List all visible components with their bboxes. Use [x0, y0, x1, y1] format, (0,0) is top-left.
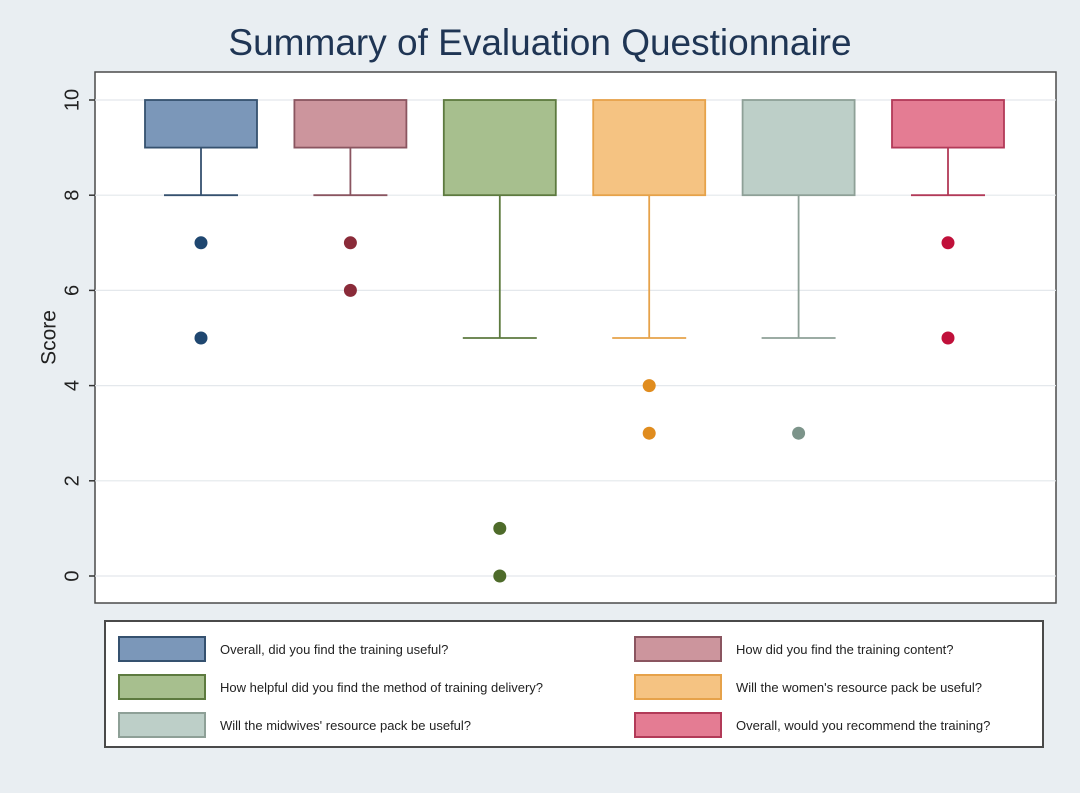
legend-label: How did you find the training content? [736, 641, 954, 657]
legend-label: How helpful did you find the method of t… [220, 679, 544, 695]
legend: Overall, did you find the training usefu… [104, 620, 1044, 748]
outlier-point [642, 379, 656, 393]
outlier-point [941, 236, 955, 250]
legend-swatch [118, 636, 206, 662]
legend-label: Will the women's resource pack be useful… [736, 679, 982, 695]
y-tick-label: 2 [61, 475, 83, 486]
legend-label: Overall, did you find the training usefu… [220, 641, 449, 657]
box [442, 99, 557, 197]
y-tick-label: 6 [61, 285, 83, 296]
legend-item: How did you find the training content? [634, 634, 954, 664]
chart-title: Summary of Evaluation Questionnaire [228, 22, 852, 63]
box [592, 99, 707, 197]
outlier-point [194, 236, 208, 250]
outlier-point [642, 426, 656, 440]
y-axis-label: Score [38, 310, 61, 365]
outlier-point [343, 236, 357, 250]
legend-item: Will the midwives' resource pack be usef… [118, 710, 471, 740]
y-tick-label: 4 [61, 380, 83, 391]
outlier-point [493, 521, 507, 535]
legend-swatch [634, 712, 722, 738]
y-tick-label: 10 [61, 89, 83, 111]
outlier-point [343, 283, 357, 297]
legend-label: Will the midwives' resource pack be usef… [220, 717, 472, 733]
y-tick-label: 8 [61, 190, 83, 201]
legend-item: Will the women's resource pack be useful… [634, 672, 982, 702]
outlier-point [941, 331, 955, 345]
y-tick-label: 0 [61, 570, 83, 581]
outlier-point [493, 569, 507, 583]
outlier-point [194, 331, 208, 345]
legend-swatch [634, 636, 722, 662]
plot-background [94, 71, 1057, 604]
outlier-point [792, 426, 806, 440]
box [144, 99, 258, 149]
legend-swatch [634, 674, 722, 700]
legend-swatch [118, 674, 206, 700]
box [891, 99, 1005, 149]
box [293, 99, 408, 149]
plot-area: 0 2 4 6 8 10 Score [38, 71, 1057, 604]
legend-label: Overall, would you recommend the trainin… [736, 717, 991, 733]
legend-item: Overall, did you find the training usefu… [118, 634, 448, 664]
legend-item: How helpful did you find the method of t… [118, 672, 543, 702]
box [741, 99, 856, 197]
legend-item: Overall, would you recommend the trainin… [634, 710, 990, 740]
legend-swatch [118, 712, 206, 738]
